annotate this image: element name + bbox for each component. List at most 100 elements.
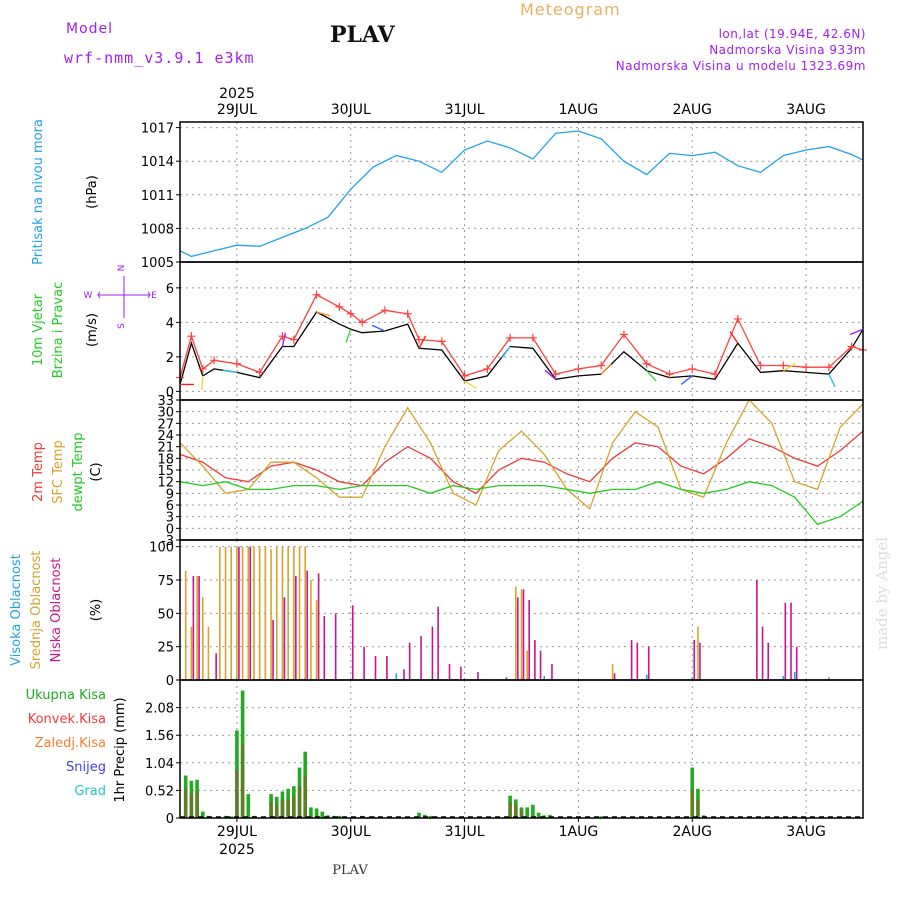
- wind-arrow: [849, 328, 864, 336]
- wind-ylabel-2: Brzina i Pravac: [51, 282, 66, 379]
- gust-marker: [210, 356, 219, 365]
- temp-ylabel-3: dewpt Temp: [71, 432, 86, 511]
- series-line-brzina: [179, 311, 864, 385]
- precip-bar-convective: [235, 770, 239, 818]
- wind-arrow: [501, 346, 511, 359]
- y-tick-label: 1017: [141, 122, 174, 137]
- gust-marker: [403, 309, 412, 318]
- precip-bar-total: [320, 811, 325, 818]
- precip-bar-total: [200, 811, 205, 818]
- gust-marker: [847, 342, 856, 351]
- y-tick-label: 30: [157, 406, 174, 421]
- wind-arrow: [316, 311, 331, 317]
- date-tick-bottom: 30JUL: [331, 824, 371, 840]
- date-tick-top: 30JUL: [331, 102, 371, 118]
- gust-marker: [198, 364, 207, 373]
- model-label: Model: [66, 21, 113, 37]
- y-tick-label: 0: [166, 385, 174, 400]
- precip-bar-total: [417, 812, 421, 818]
- wind-arrow: [680, 375, 693, 386]
- precip-bar-total: [309, 807, 313, 818]
- panel-clouds: 0 25 50 75 100 Visoka Oblacnost Srednja Oblacn…: [9, 539, 864, 689]
- precip-bar-convective: [297, 786, 302, 818]
- y-tick-label: 0.52: [145, 784, 174, 799]
- y-tick-label: 3: [166, 511, 174, 526]
- gust-marker: [312, 290, 321, 299]
- compass-e-label: E: [151, 291, 157, 301]
- wind-arrow: [544, 369, 557, 380]
- y-tick-label: 1014: [141, 155, 174, 170]
- y-tick-label: 25: [157, 641, 174, 656]
- model-elevation-label: Nadmorska Visina u modelu 1323.69m: [616, 59, 866, 73]
- header: Model wrf-nmm_v3.9.1 e3km PLAV Meteogram…: [64, 0, 866, 73]
- gust-marker: [187, 332, 196, 341]
- precip-bar-convective: [274, 804, 279, 818]
- cloud-unit: (%): [89, 599, 104, 622]
- precip-bar-convective: [303, 775, 308, 818]
- gust-marker: [380, 306, 389, 315]
- gust-marker: [824, 363, 833, 372]
- gust-marker: [597, 361, 606, 370]
- year-label-bottom: 2025: [219, 842, 255, 858]
- gust-marker: [415, 335, 424, 344]
- y-tick-label: 1.56: [145, 729, 174, 744]
- pressure-unit: (hPa): [85, 175, 100, 209]
- panel-pressure: 1005 1008 1011 1014 1017 Pritisak na nivou mo…: [31, 119, 864, 271]
- wind-arrow: [281, 332, 287, 347]
- wind-arrow: [600, 363, 612, 375]
- gust-marker: [665, 370, 674, 379]
- compass-s-label: S: [117, 323, 127, 329]
- y-tick-label: 0: [166, 674, 174, 689]
- precip-bar-convective: [519, 810, 524, 818]
- wind-arrow: [371, 324, 386, 332]
- date-tick-bottom: 1AUG: [559, 824, 599, 840]
- cloud-ylabel-1: Visoka Oblacnost: [9, 554, 24, 666]
- gust-marker: [289, 335, 298, 344]
- wind-arrow: [201, 375, 204, 390]
- compass-icon: [97, 276, 151, 318]
- y-tick-label: 4: [166, 316, 174, 331]
- precip-legend-1: Ukupna Kisa: [26, 688, 106, 703]
- y-tick-label: 27: [157, 417, 174, 432]
- y-tick-label: 2: [166, 351, 174, 366]
- credit-label: made by Angel: [873, 537, 891, 650]
- lonlat-label: lon,lat (19.94E, 42.6N): [719, 27, 866, 41]
- wind-arrow: [729, 331, 739, 344]
- series-line-dewpt-temp: [179, 481, 864, 526]
- meteogram-title: Meteogram: [520, 0, 621, 19]
- wind-arrow: [828, 373, 836, 388]
- y-tick-label: 2.08: [145, 702, 174, 717]
- y-tick-label: 75: [157, 574, 174, 589]
- precip-bar-convective: [195, 791, 199, 818]
- panel-wind: 0 2 4 6 10m Vjetar Brzina i Pravac (m/s) N W E S: [31, 261, 867, 401]
- precip-bar-convective: [690, 788, 695, 818]
- gust-marker: [346, 309, 355, 318]
- compass-w-label: W: [84, 291, 93, 301]
- precip-bar-convective: [292, 796, 296, 818]
- gust-marker: [358, 318, 367, 327]
- date-tick-bottom: 2AUG: [672, 824, 712, 840]
- gust-marker: [255, 368, 264, 377]
- gust-marker: [528, 333, 537, 342]
- precip-legend-4: Snijeg: [66, 760, 106, 775]
- precip-bar-convective: [286, 799, 290, 818]
- date-tick-top: 1AUG: [559, 102, 599, 118]
- precip-bar-convective: [280, 799, 285, 818]
- precip-legend-5: Grad: [74, 784, 106, 799]
- gust-marker: [733, 314, 742, 323]
- temp-ylabel-2: SFC Temp: [51, 440, 66, 504]
- pressure-ylabel: Pritisak na nivou mora: [31, 119, 46, 265]
- date-tick-bottom: 29JUL: [217, 824, 257, 840]
- cloud-ylabel-2: Srednja Oblacnost: [29, 551, 44, 670]
- wind-arrow: [222, 369, 238, 374]
- wind-ylabel-1: 10m Vjetar: [31, 293, 46, 366]
- precip-bar-total: [246, 794, 251, 818]
- gust-marker: [483, 364, 492, 373]
- precip-ylabel: 1hr Precip (mm): [113, 697, 128, 802]
- compass-n-label: N: [117, 265, 127, 272]
- gust-marker: [335, 302, 344, 311]
- y-tick-label: 24: [157, 429, 174, 444]
- precip-bar-convective: [189, 794, 194, 818]
- y-tick-label: 0: [166, 522, 174, 537]
